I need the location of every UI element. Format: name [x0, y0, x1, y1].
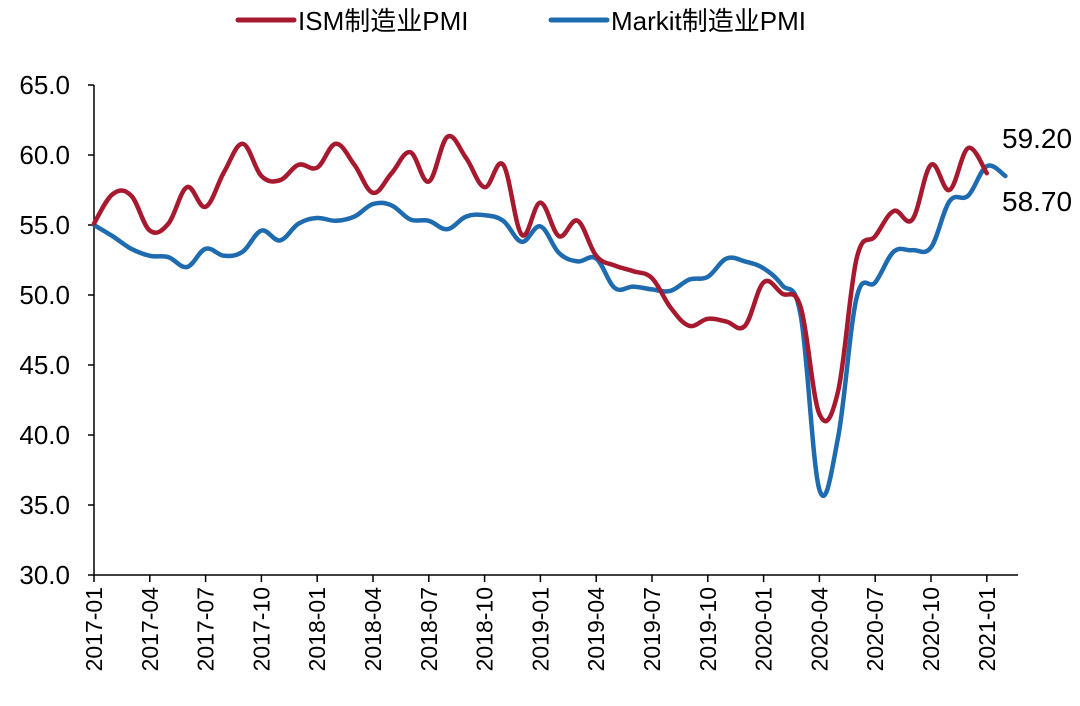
- x-tick-label: 2018-07: [416, 587, 442, 671]
- x-tick-label: 2020-04: [806, 587, 832, 672]
- x-tick-label: 2018-04: [360, 587, 386, 672]
- markit-end-label: 59.20: [1002, 123, 1072, 154]
- x-axis-ticks: 2017-01 2017-04 2017-07 2017-10 2018-01 2018-…: [81, 575, 1000, 671]
- x-tick-label: 2019-07: [639, 587, 665, 671]
- ism-end-label: 58.70: [1002, 186, 1072, 217]
- markit-pmi-series-line: [91, 163, 1008, 499]
- legend-ism-label: ISM制造业PMI: [298, 6, 468, 36]
- y-tick-label: 40.0: [19, 420, 70, 450]
- x-tick-label: 2017-10: [248, 587, 274, 671]
- x-tick-label: 2017-07: [193, 587, 219, 671]
- x-tick-label: 2020-10: [918, 587, 944, 671]
- y-axis-ticks: 30.0 35.0 40.0 45.0 50.0 55.0 60.0 65.0: [19, 70, 94, 590]
- chart-series: [91, 133, 1008, 499]
- y-tick-label: 55.0: [19, 210, 70, 240]
- legend-markit-label: Markit制造业PMI: [611, 6, 806, 36]
- y-tick-label: 50.0: [19, 280, 70, 310]
- end-labels: 59.20 58.70: [1002, 123, 1072, 217]
- y-tick-label: 35.0: [19, 490, 70, 520]
- y-tick-label: 65.0: [19, 70, 70, 100]
- y-tick-label: 60.0: [19, 140, 70, 170]
- x-tick-label: 2018-10: [472, 587, 498, 671]
- x-tick-label: 2021-01: [974, 587, 1000, 671]
- x-tick-label: 2017-04: [137, 587, 163, 672]
- x-tick-label: 2017-01: [81, 587, 107, 671]
- y-tick-label: 30.0: [19, 560, 70, 590]
- x-tick-label: 2020-01: [751, 587, 777, 671]
- x-tick-label: 2019-01: [527, 587, 553, 671]
- y-tick-label: 45.0: [19, 350, 70, 380]
- x-tick-label: 2020-07: [862, 587, 888, 671]
- ism-pmi-series-line: [91, 133, 990, 424]
- x-tick-label: 2019-04: [583, 587, 609, 672]
- chart-axes: [93, 85, 1018, 576]
- x-tick-label: 2019-10: [695, 587, 721, 671]
- x-tick-label: 2018-01: [304, 587, 330, 671]
- legend: ISM制造业PMI Markit制造业PMI: [235, 6, 806, 36]
